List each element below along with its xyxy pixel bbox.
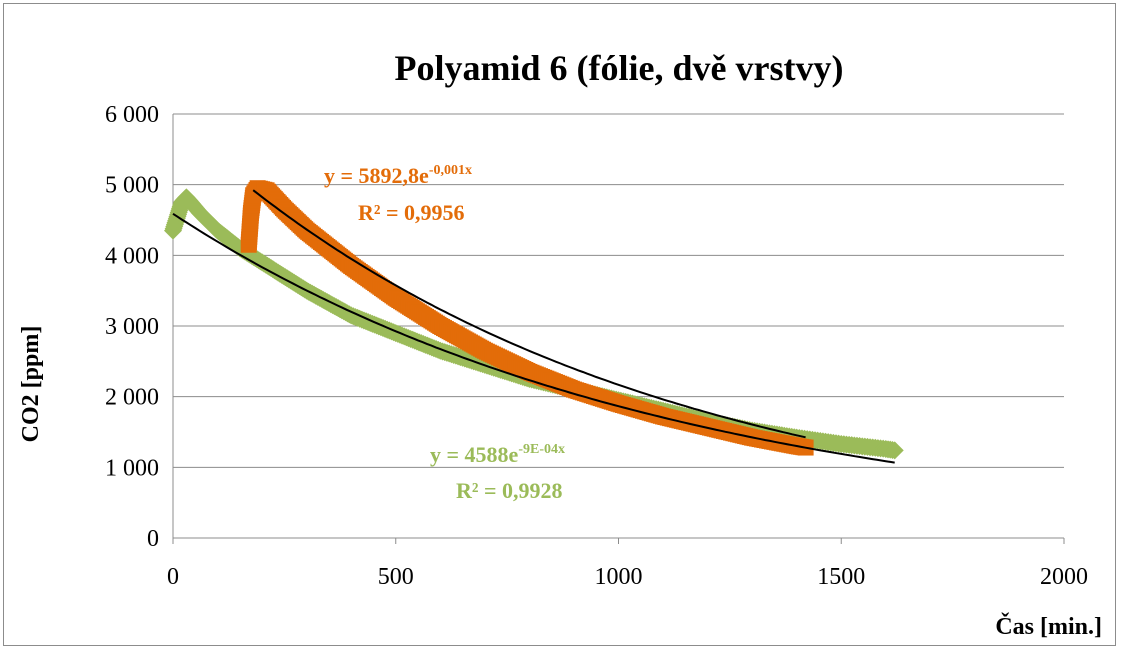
x-tick-label: 1000 (595, 564, 643, 590)
trendline-equation-green: y = 4588e-9E-04x (430, 442, 565, 467)
data-point (885, 441, 904, 460)
y-tick-labels: 0 1 000 2 000 3 000 4 000 5 000 6 000 (105, 102, 159, 552)
trendline-orange (252, 189, 806, 439)
series-group (164, 180, 904, 460)
trendline-r2-orange: R² = 0,9956 (358, 200, 465, 225)
x-tick-label: 1500 (817, 564, 865, 590)
trendline-green (172, 212, 895, 464)
y-tick-label: 3 000 (105, 314, 159, 340)
chart-title: Polyamid 6 (fólie, dvě vrstvy) (395, 48, 844, 88)
series-orange (240, 180, 814, 456)
y-tick-label: 6 000 (105, 102, 159, 128)
equation-green-base: y = 4588e (430, 442, 519, 467)
x-tick-label: 0 (167, 564, 179, 590)
chart-svg: Polyamid 6 (fólie, dvě vrstvy) 0 1 000 2 0… (18, 48, 1102, 640)
y-tick-label: 0 (147, 526, 159, 552)
trendlines (172, 189, 895, 464)
chart-area: Polyamid 6 (fólie, dvě vrstvy) 0 1 000 2 0… (3, 3, 1116, 646)
trendline-r2-green: R² = 0,9928 (456, 478, 563, 503)
equation-orange-base: y = 5892,8e (324, 163, 429, 188)
y-axis-label: CO2 [ppm] (18, 326, 44, 443)
x-tick-label: 2000 (1040, 564, 1088, 590)
x-tick-label: 500 (378, 564, 414, 590)
x-tick-labels: 0 500 1000 1500 2000 (167, 564, 1088, 590)
x-axis-label: Čas [min.] (995, 613, 1102, 640)
series-green (164, 188, 904, 460)
y-tick-label: 2 000 (105, 385, 159, 411)
equation-green-exponent: -9E-04x (518, 442, 565, 457)
y-tick-label: 1 000 (105, 455, 159, 481)
y-tick-label: 5 000 (105, 173, 159, 199)
equation-orange-exponent: -0,001x (429, 163, 472, 178)
axes (172, 114, 1065, 544)
y-tick-label: 4 000 (105, 243, 159, 269)
trendline-equation-orange: y = 5892,8e-0,001x (324, 163, 472, 188)
